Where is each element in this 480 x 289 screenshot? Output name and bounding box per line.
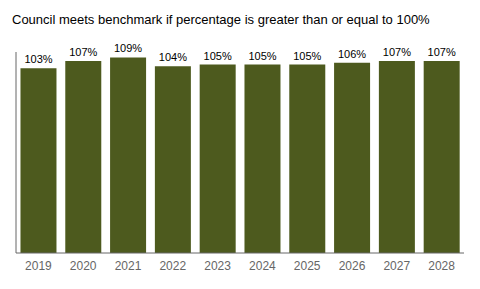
svg-text:2028: 2028: [428, 259, 455, 273]
svg-text:109%: 109%: [114, 42, 142, 54]
svg-text:106%: 106%: [338, 48, 366, 60]
svg-text:107%: 107%: [383, 46, 411, 58]
svg-text:2025: 2025: [294, 259, 321, 273]
svg-text:107%: 107%: [428, 46, 456, 58]
svg-text:103%: 103%: [24, 53, 52, 65]
svg-text:2021: 2021: [115, 259, 142, 273]
html-text:Council meets benchmark if per: Council meets benchmark if percentage is…: [12, 12, 430, 27]
svg-text:2027: 2027: [383, 259, 410, 273]
svg-text:105%: 105%: [293, 50, 321, 62]
svg-text:2026: 2026: [339, 259, 366, 273]
svg-text:105%: 105%: [204, 50, 232, 62]
svg-text:2020: 2020: [70, 259, 97, 273]
svg-text:107%: 107%: [69, 46, 97, 58]
svg-text:105%: 105%: [248, 50, 276, 62]
svg-text:2024: 2024: [249, 259, 276, 273]
svg-text:2019: 2019: [25, 259, 52, 273]
svg-text:2023: 2023: [204, 259, 231, 273]
svg-text:2022: 2022: [159, 259, 186, 273]
svg-text:104%: 104%: [159, 51, 187, 63]
